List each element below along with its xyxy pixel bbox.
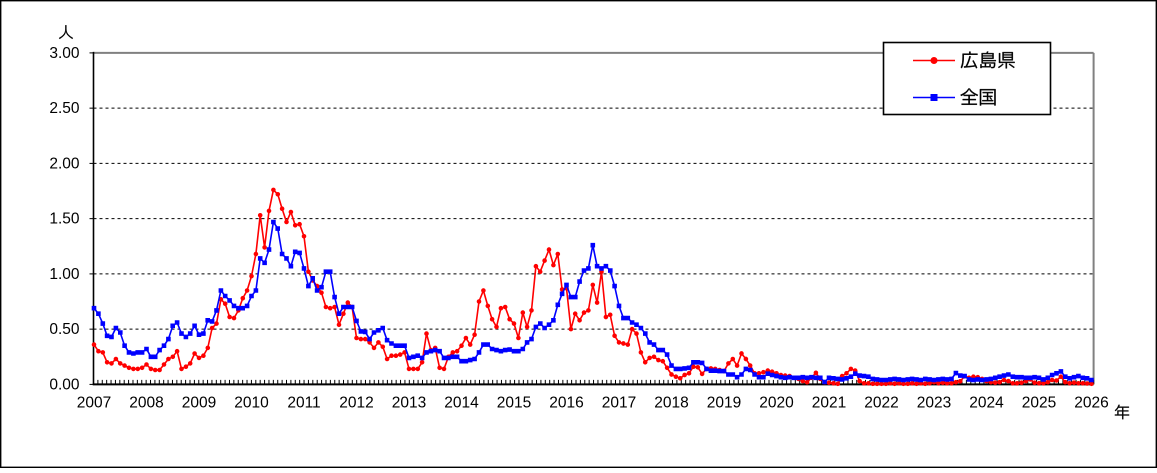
svg-text:2016: 2016: [549, 395, 583, 412]
svg-text:3.00: 3.00: [49, 45, 80, 62]
svg-text:2018: 2018: [654, 395, 688, 412]
svg-text:2017: 2017: [602, 395, 636, 412]
svg-text:2023: 2023: [917, 395, 951, 412]
svg-text:2014: 2014: [444, 395, 479, 412]
svg-text:1.50: 1.50: [49, 211, 80, 228]
svg-text:2013: 2013: [392, 395, 426, 412]
svg-text:2.00: 2.00: [49, 155, 80, 172]
svg-text:2009: 2009: [182, 395, 216, 412]
svg-text:0.50: 0.50: [49, 321, 80, 338]
svg-text:2024: 2024: [969, 395, 1004, 412]
svg-text:2010: 2010: [234, 395, 269, 412]
svg-text:2026: 2026: [1074, 395, 1108, 412]
svg-text:2019: 2019: [707, 395, 741, 412]
svg-text:2008: 2008: [129, 395, 163, 412]
svg-text:2020: 2020: [759, 395, 794, 412]
svg-text:2.50: 2.50: [49, 100, 80, 117]
svg-text:2015: 2015: [497, 395, 531, 412]
svg-text:2022: 2022: [864, 395, 898, 412]
svg-text:1.00: 1.00: [49, 266, 80, 283]
svg-text:2012: 2012: [339, 395, 373, 412]
svg-text:2011: 2011: [287, 395, 320, 412]
svg-text:0.00: 0.00: [49, 376, 80, 393]
svg-text:2021: 2021: [812, 395, 846, 412]
svg-text:2007: 2007: [77, 395, 111, 412]
svg-text:2025: 2025: [1022, 395, 1056, 412]
